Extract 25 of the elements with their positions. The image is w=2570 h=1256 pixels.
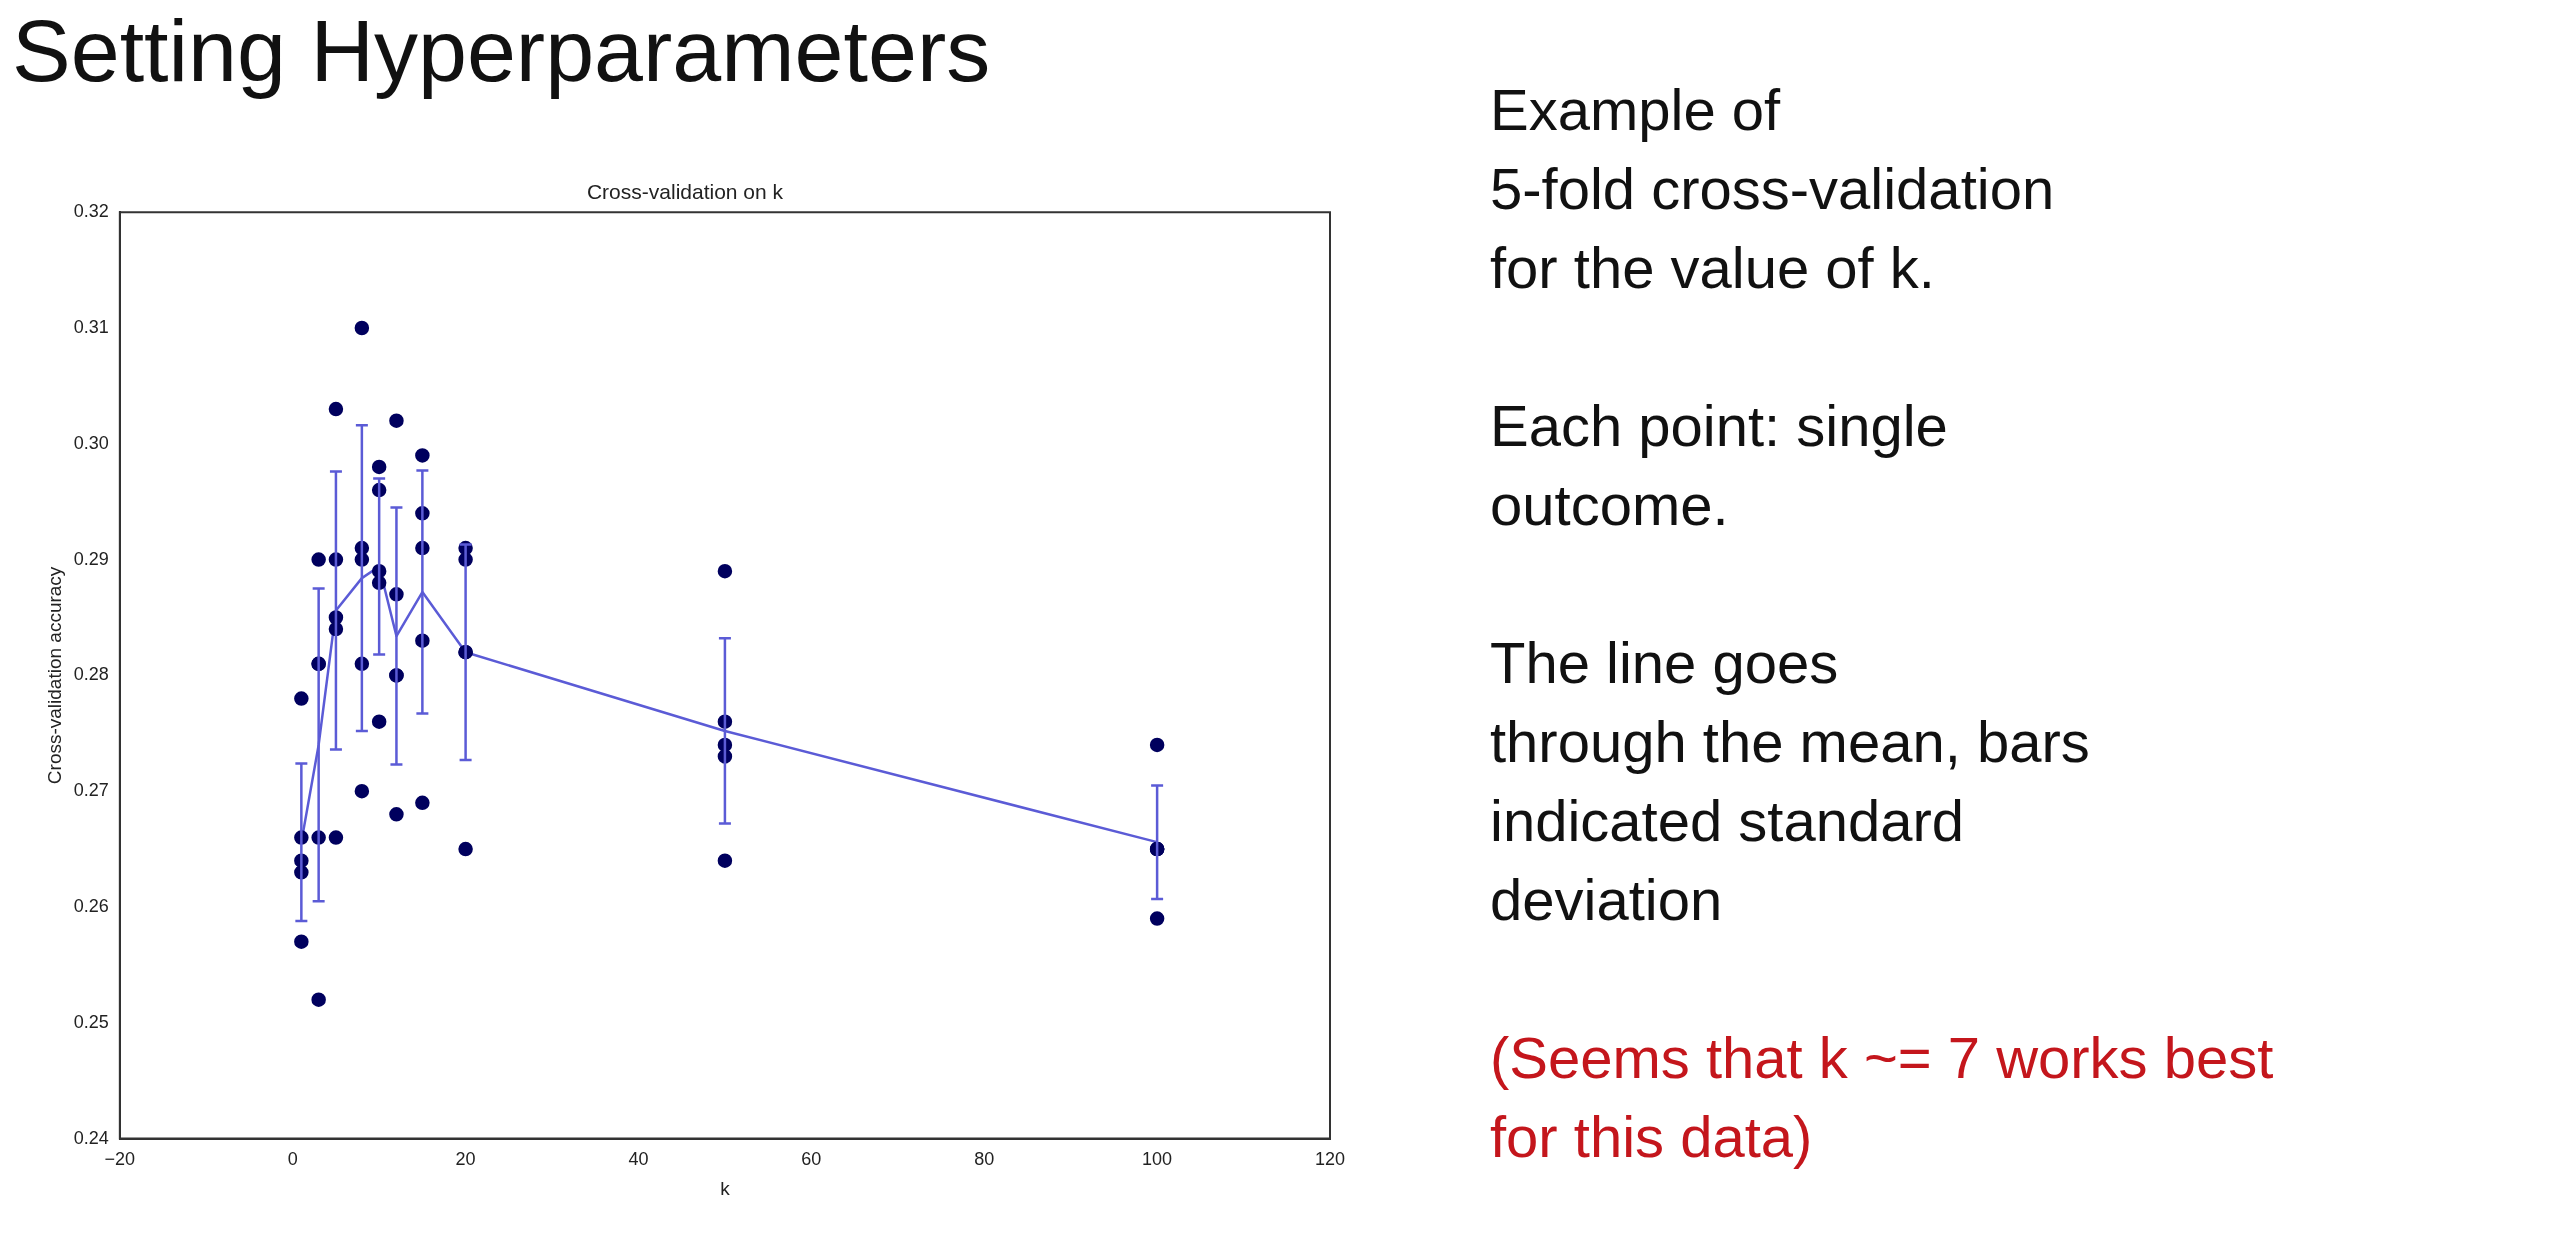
x-tick-label: 20 [455, 1149, 476, 1170]
y-tick-label: 0.27 [73, 780, 109, 801]
x-tick-label: 60 [801, 1149, 822, 1170]
text: Each point: single outcome. [1490, 392, 1949, 539]
y-axis-title: Cross-validation accuracy [43, 566, 65, 785]
y-tick-label: 0.32 [73, 201, 109, 222]
text: Example of 5-fold cross-validation for the value of k. [1490, 76, 2056, 302]
x-tick-label: 80 [974, 1149, 995, 1170]
y-tick-label: 0.24 [73, 1127, 109, 1148]
y-tick-label: 0.30 [73, 432, 109, 453]
x-tick-label: −20 [104, 1149, 136, 1170]
x-tick-label: 0 [287, 1149, 298, 1170]
y-tick-label: 0.26 [73, 895, 109, 916]
y-tick-label: 0.25 [73, 1011, 109, 1032]
y-tick-label: 0.31 [73, 316, 109, 337]
y-tick-label: 0.28 [73, 664, 109, 685]
text: The line goes through the mean, bars indicated standard deviation [1490, 629, 2091, 934]
chart-title: Setting Hyperparameters [12, 0, 991, 102]
text: (Seems that k ~= 7 works best for this data) [1490, 1024, 2275, 1171]
y-tick-label: 0.29 [73, 548, 109, 569]
x-axis-title: k [720, 1177, 731, 1199]
x-tick-label: 40 [628, 1149, 649, 1170]
x-tick-label: 120 [1314, 1149, 1346, 1170]
chart-subtitle: Cross-validation on k [586, 180, 784, 204]
x-tick-label: 100 [1142, 1149, 1173, 1170]
